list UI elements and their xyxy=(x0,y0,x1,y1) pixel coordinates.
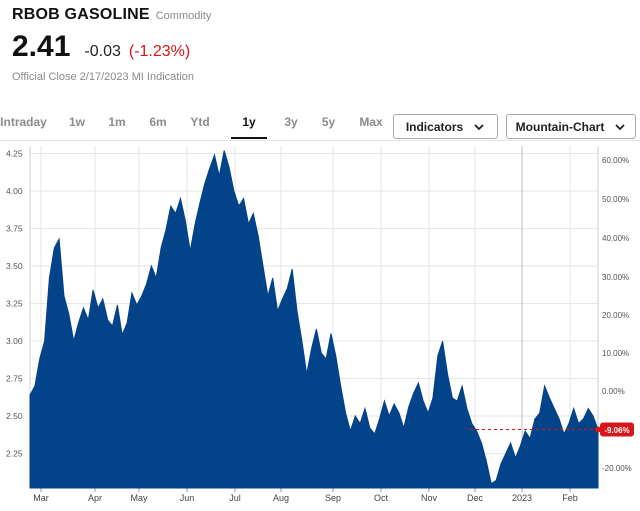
tab-ytd[interactable]: Ytd xyxy=(190,115,210,129)
x-tick-label: Nov xyxy=(421,493,438,503)
last-value-dot xyxy=(595,426,601,433)
x-tick-label: Aug xyxy=(273,493,289,503)
x-tick-label: Apr xyxy=(88,493,102,503)
tab-1w[interactable]: 1w xyxy=(68,115,85,129)
indicators-dropdown[interactable]: Indicators xyxy=(393,114,498,139)
tab-6m[interactable]: 6m xyxy=(149,115,167,129)
y-tick-label-left: 3.50 xyxy=(6,261,23,271)
chevron-down-icon xyxy=(474,123,484,130)
y-tick-label-left: 3.25 xyxy=(6,299,23,309)
y-tick-label-right: 10.00% xyxy=(602,349,629,358)
price-change: -0.03 xyxy=(84,43,121,60)
x-tick-label: Mar xyxy=(33,493,49,503)
y-tick-label-left: 3.75 xyxy=(6,224,23,234)
tab-intraday[interactable]: Intraday xyxy=(0,115,47,129)
tab-1m[interactable]: 1m xyxy=(108,115,126,129)
close-info: Official Close 2/17/2023 MI Indication xyxy=(12,71,195,83)
y-tick-label-right: 60.00% xyxy=(602,156,629,165)
instrument-type: Commodity xyxy=(155,10,212,22)
tab-5y[interactable]: 5y xyxy=(321,115,336,129)
x-tick-label: May xyxy=(130,493,148,503)
quote-header: RBOB GASOLINE Commodity 2.41 -0.03 (-1.2… xyxy=(12,6,632,83)
y-tick-label-left: 2.75 xyxy=(6,374,23,384)
indicators-label: Indicators xyxy=(405,119,464,134)
price-chart[interactable]: 4.25 4.00 3.75 3.50 3.25 3.00 2.75 2.50 2.25 60.0… xyxy=(0,146,640,506)
x-tick-label: Jul xyxy=(229,493,241,503)
y-tick-label-right: 50.00% xyxy=(602,195,629,204)
tab-3y[interactable]: 3y xyxy=(284,115,298,129)
y-tick-label-left: 4.25 xyxy=(6,149,23,159)
y-tick-label-left: 4.00 xyxy=(6,186,23,196)
last-price: 2.41 xyxy=(12,30,71,63)
chevron-down-icon xyxy=(615,123,625,130)
y-tick-label-left: 3.00 xyxy=(6,336,23,346)
tabs-divider xyxy=(0,140,640,141)
y-tick-label-right: 0.00% xyxy=(602,387,625,396)
y-tick-label-right: 30.00% xyxy=(602,273,629,282)
y-tick-label-left: 2.50 xyxy=(6,411,23,421)
price-change-percent: (-1.23%) xyxy=(128,43,191,60)
x-tick-label: Oct xyxy=(374,493,389,503)
y-tick-label-right: 20.00% xyxy=(602,311,629,320)
price-area xyxy=(29,150,599,489)
x-tick-label: Dec xyxy=(467,493,484,503)
instrument-title: RBOB GASOLINE xyxy=(12,6,150,23)
x-tick-label: Feb xyxy=(562,493,578,503)
price-row: 2.41 -0.03 (-1.23%) xyxy=(12,30,632,70)
change-badge xyxy=(600,422,634,437)
tab-max[interactable]: Max xyxy=(359,115,383,129)
timeframe-tabs: Intraday 1w 1m 6m Ytd 1y 3y 5y Max xyxy=(0,110,396,140)
x-tick-label: 2023 xyxy=(512,493,532,503)
title-row: RBOB GASOLINE Commodity xyxy=(12,6,632,28)
tab-1y[interactable]: 1y xyxy=(231,110,267,139)
change-badge-label: -9.06% xyxy=(604,426,629,435)
chart-type-label: Mountain-Chart xyxy=(515,119,605,134)
y-tick-label-left: 2.25 xyxy=(6,449,23,459)
x-tick-label: Sep xyxy=(325,493,341,503)
mountain-chart-svg: 4.25 4.00 3.75 3.50 3.25 3.00 2.75 2.50 2.25 60.0… xyxy=(6,146,634,503)
x-tick-label: Jun xyxy=(180,493,195,503)
chart-type-dropdown[interactable]: Mountain-Chart xyxy=(506,114,636,139)
y-tick-label-right: -20.00% xyxy=(602,464,632,473)
y-tick-label-right: 40.00% xyxy=(602,234,629,243)
